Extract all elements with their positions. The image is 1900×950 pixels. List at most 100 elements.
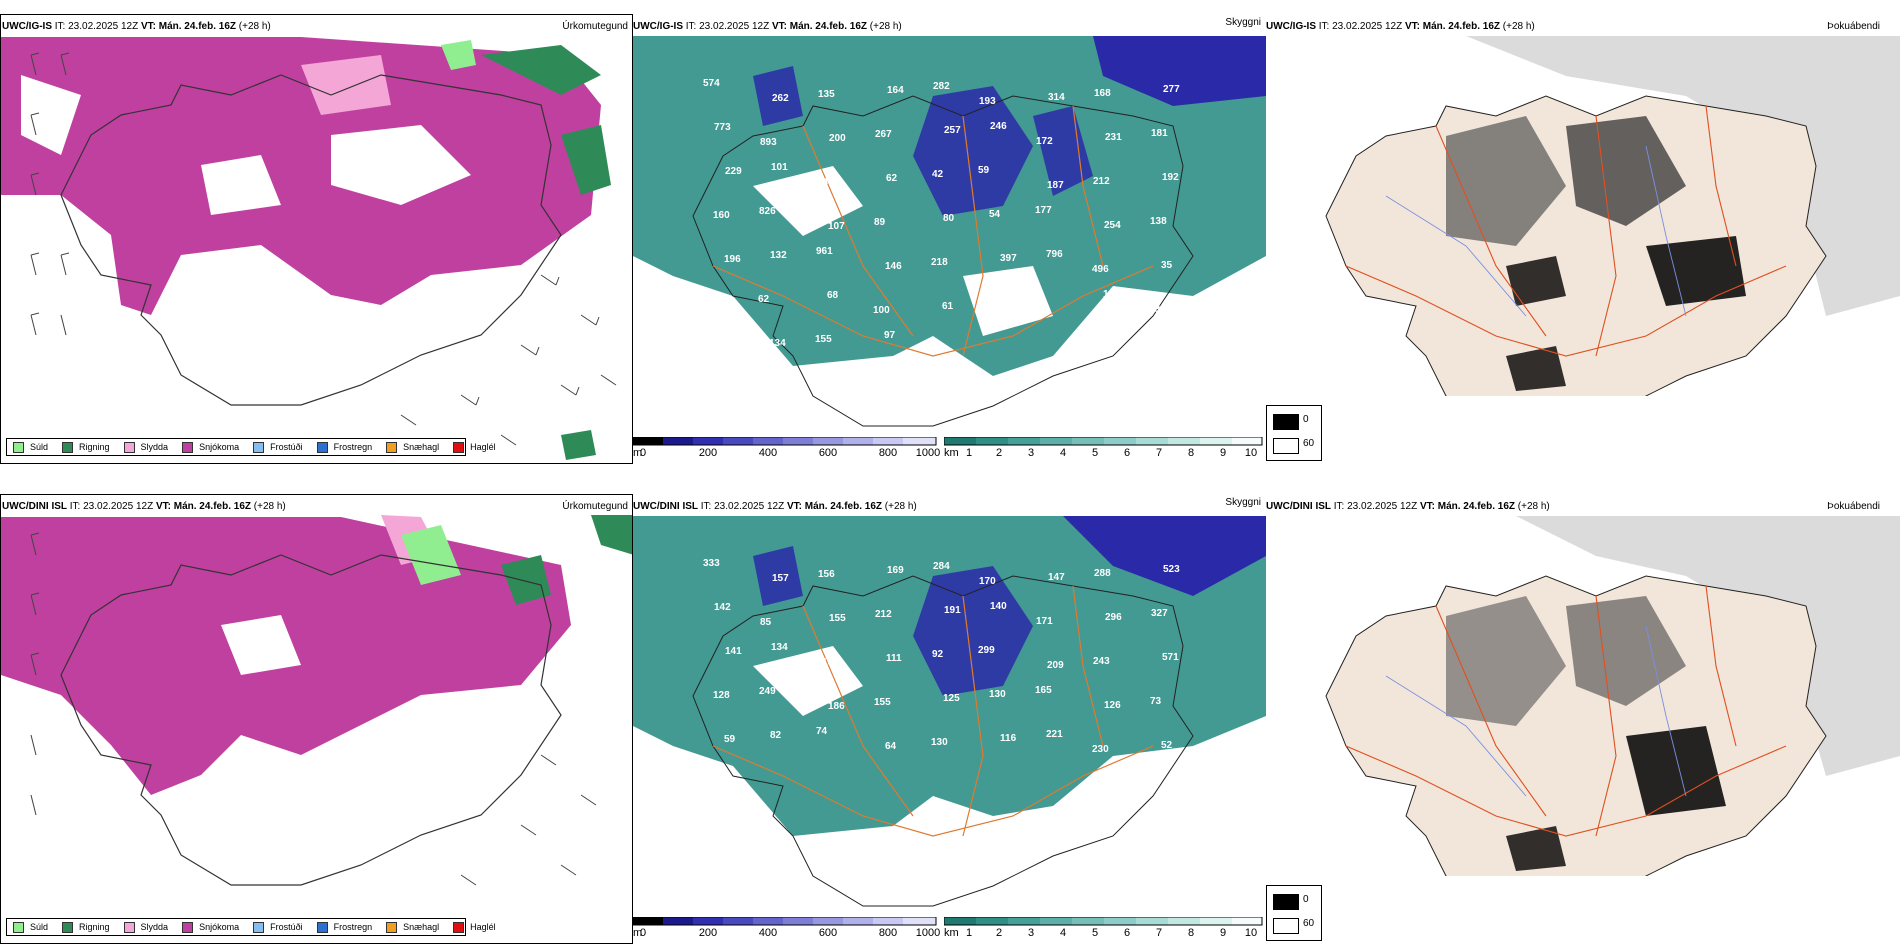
visibility-value-label: 200 [829,133,846,144]
visibility-value-label: 130 [931,737,948,748]
visibility-value-label: 231 [1105,132,1122,143]
cloudbase-tick: 600 [818,927,838,939]
visibility-value-label: 284 [933,561,950,572]
it-value: 23.02.2025 12Z [1332,21,1403,32]
visibility-tick: 3 [1027,927,1035,939]
visibility-value-label: 74 [816,726,828,737]
vt-value: Mán. 24.feb. 16Z [804,501,882,512]
model-name: UWC/DINI ISL [2,501,67,512]
visibility-value-label: 192 [1162,172,1179,183]
visibility-value-label: 168 [1094,88,1111,99]
visibility-value-label: 35 [1161,260,1173,271]
visibility-tick: 10 [1244,927,1258,939]
visibility-value-label: 254 [1104,220,1121,231]
visibility-labels-row2: 333 157 156 169 284 170 147 288 523 142 85 155 212 19… [703,558,1180,789]
legend-swatch-frostregn [316,441,328,453]
fog-legend-high: 0 [1303,894,1309,905]
visibility-value-label: 107 [828,221,845,232]
visibility-value-label: 893 [760,137,777,148]
visibility-value-label: 170 [979,576,996,587]
legend-label-frostregn: Frostregn [333,922,373,932]
vt-value: Mán. 24.feb. 16Z [1422,21,1500,32]
fog-legend-low-swatch [1273,918,1299,934]
cloudbase-tick: 800 [878,447,898,459]
visibility-value-label: 111 [886,653,902,664]
visibility-value-label: 125 [943,693,960,704]
visibility-value-label: 155 [874,697,891,708]
visibility-value-label: 135 [818,89,835,100]
fog-panel-row2 [1266,516,1900,876]
visibility-value-label: 73 [712,298,724,309]
visibility-value-label: 164 [887,85,904,96]
visibility-value-label: 142 [1103,289,1120,300]
fog-legend-low: 60 [1303,438,1315,449]
visibility-value-label: 134 [769,338,786,349]
visibility-value-label: 59 [724,734,736,745]
legend-swatch-snaehagl [386,921,398,933]
visibility-header-row2: UWC/DINI ISL IT: 23.02.2025 12Z VT: Mán.… [633,500,917,514]
visibility-value-label: 62 [886,173,898,184]
fog-legend-high-swatch [1273,894,1299,910]
visibility-value-label: 574 [703,78,720,89]
legend-label-sud: Súld [30,922,49,932]
visibility-tick: 5 [1091,927,1099,939]
legend-item-slydda: Slydda [123,441,168,453]
cloudbase-gradient [633,437,937,446]
legend-item-snaehagl: Snæhagl [386,441,439,453]
legend-swatch-sud [13,921,24,933]
legend-swatch-slydda [123,441,135,453]
visibility-value-label: 186 [828,701,845,712]
visibility-value-label: 523 [1163,564,1180,575]
legend-label-frostudi: Frostúði [270,442,303,452]
precip-header-row2: UWC/DINI ISL IT: 23.02.2025 12Z VT: Mán.… [2,500,286,514]
legend-item-rigning: Rigning [62,441,110,453]
legend-swatch-frostudi [253,441,265,453]
visibility-tick: 9 [1219,927,1227,939]
legend-item-haglel: Haglél [453,921,496,933]
legend-item-frostudi: Frostúði [253,921,303,933]
vt-value: Mán. 24.feb. 16Z [158,21,236,32]
legend-swatch-rigning [62,921,74,933]
visibility-value-label: 177 [1035,205,1052,216]
fog-panel-row1 [1266,36,1900,396]
precip-legend-row2: Súld Rigning Slydda Snjókoma Frostúði Fr… [6,918,496,936]
it-label: IT: [700,501,712,512]
visibility-value-label: 172 [1036,136,1053,147]
cloudbase-tick: 0 [639,447,647,459]
it-label: IT: [685,21,697,32]
legend-swatch-haglel [453,441,465,453]
it-label: IT: [1318,21,1330,32]
visibility-value-label: 132 [770,250,787,261]
fog-legend-low-swatch [1273,438,1299,454]
it-label: IT: [54,21,66,32]
visibility-panel-row1: 574 262 135 164 282 193 314 168 277 773 893 200 267 2… [633,36,1266,436]
model-name: UWC/DINI ISL [1266,501,1331,512]
visibility-value-label: 169 [887,565,904,576]
legend-item-sud: Súld [13,921,49,933]
visibility-value-label: 89 [874,217,886,228]
visibility-value-label: 100 [873,305,890,316]
visibility-value-label: 961 [816,246,833,257]
visibility-map-row2: 333 157 156 169 284 170 147 288 523 142 85 155 212 19… [633,516,1266,916]
visibility-panel-row2: 333 157 156 169 284 170 147 288 523 142 85 155 212 19… [633,516,1266,916]
legend-label-rigning: Rigning [79,442,110,452]
fog-title-row2: Þokuábendi [1827,501,1880,512]
vt-label: VT: [786,501,802,512]
legend-item-snjokoma: Snjókoma [182,921,239,933]
cloudbase-tick: 1000 [915,927,941,939]
fog-map-row2 [1266,516,1900,876]
visibility-value-label: 145 [817,177,834,188]
visibility-gradient [944,437,1263,446]
vt-label: VT: [1404,21,1420,32]
visibility-value-label: 42 [932,169,944,180]
visibility-value-label: 826 [759,206,776,217]
legend-item-snaehagl: Snæhagl [386,921,439,933]
visibility-value-label: 299 [978,645,995,656]
it-label: IT: [69,501,81,512]
visibility-value-label: 191 [944,605,961,616]
vt-label: VT: [771,21,787,32]
visibility-tick: 8 [1187,927,1195,939]
visibility-header-row1: UWC/IG-IS IT: 23.02.2025 12Z VT: Mán. 24… [633,20,902,34]
cloudbase-tick: 0 [639,927,647,939]
visibility-title-row1: Skyggni [1225,17,1261,28]
